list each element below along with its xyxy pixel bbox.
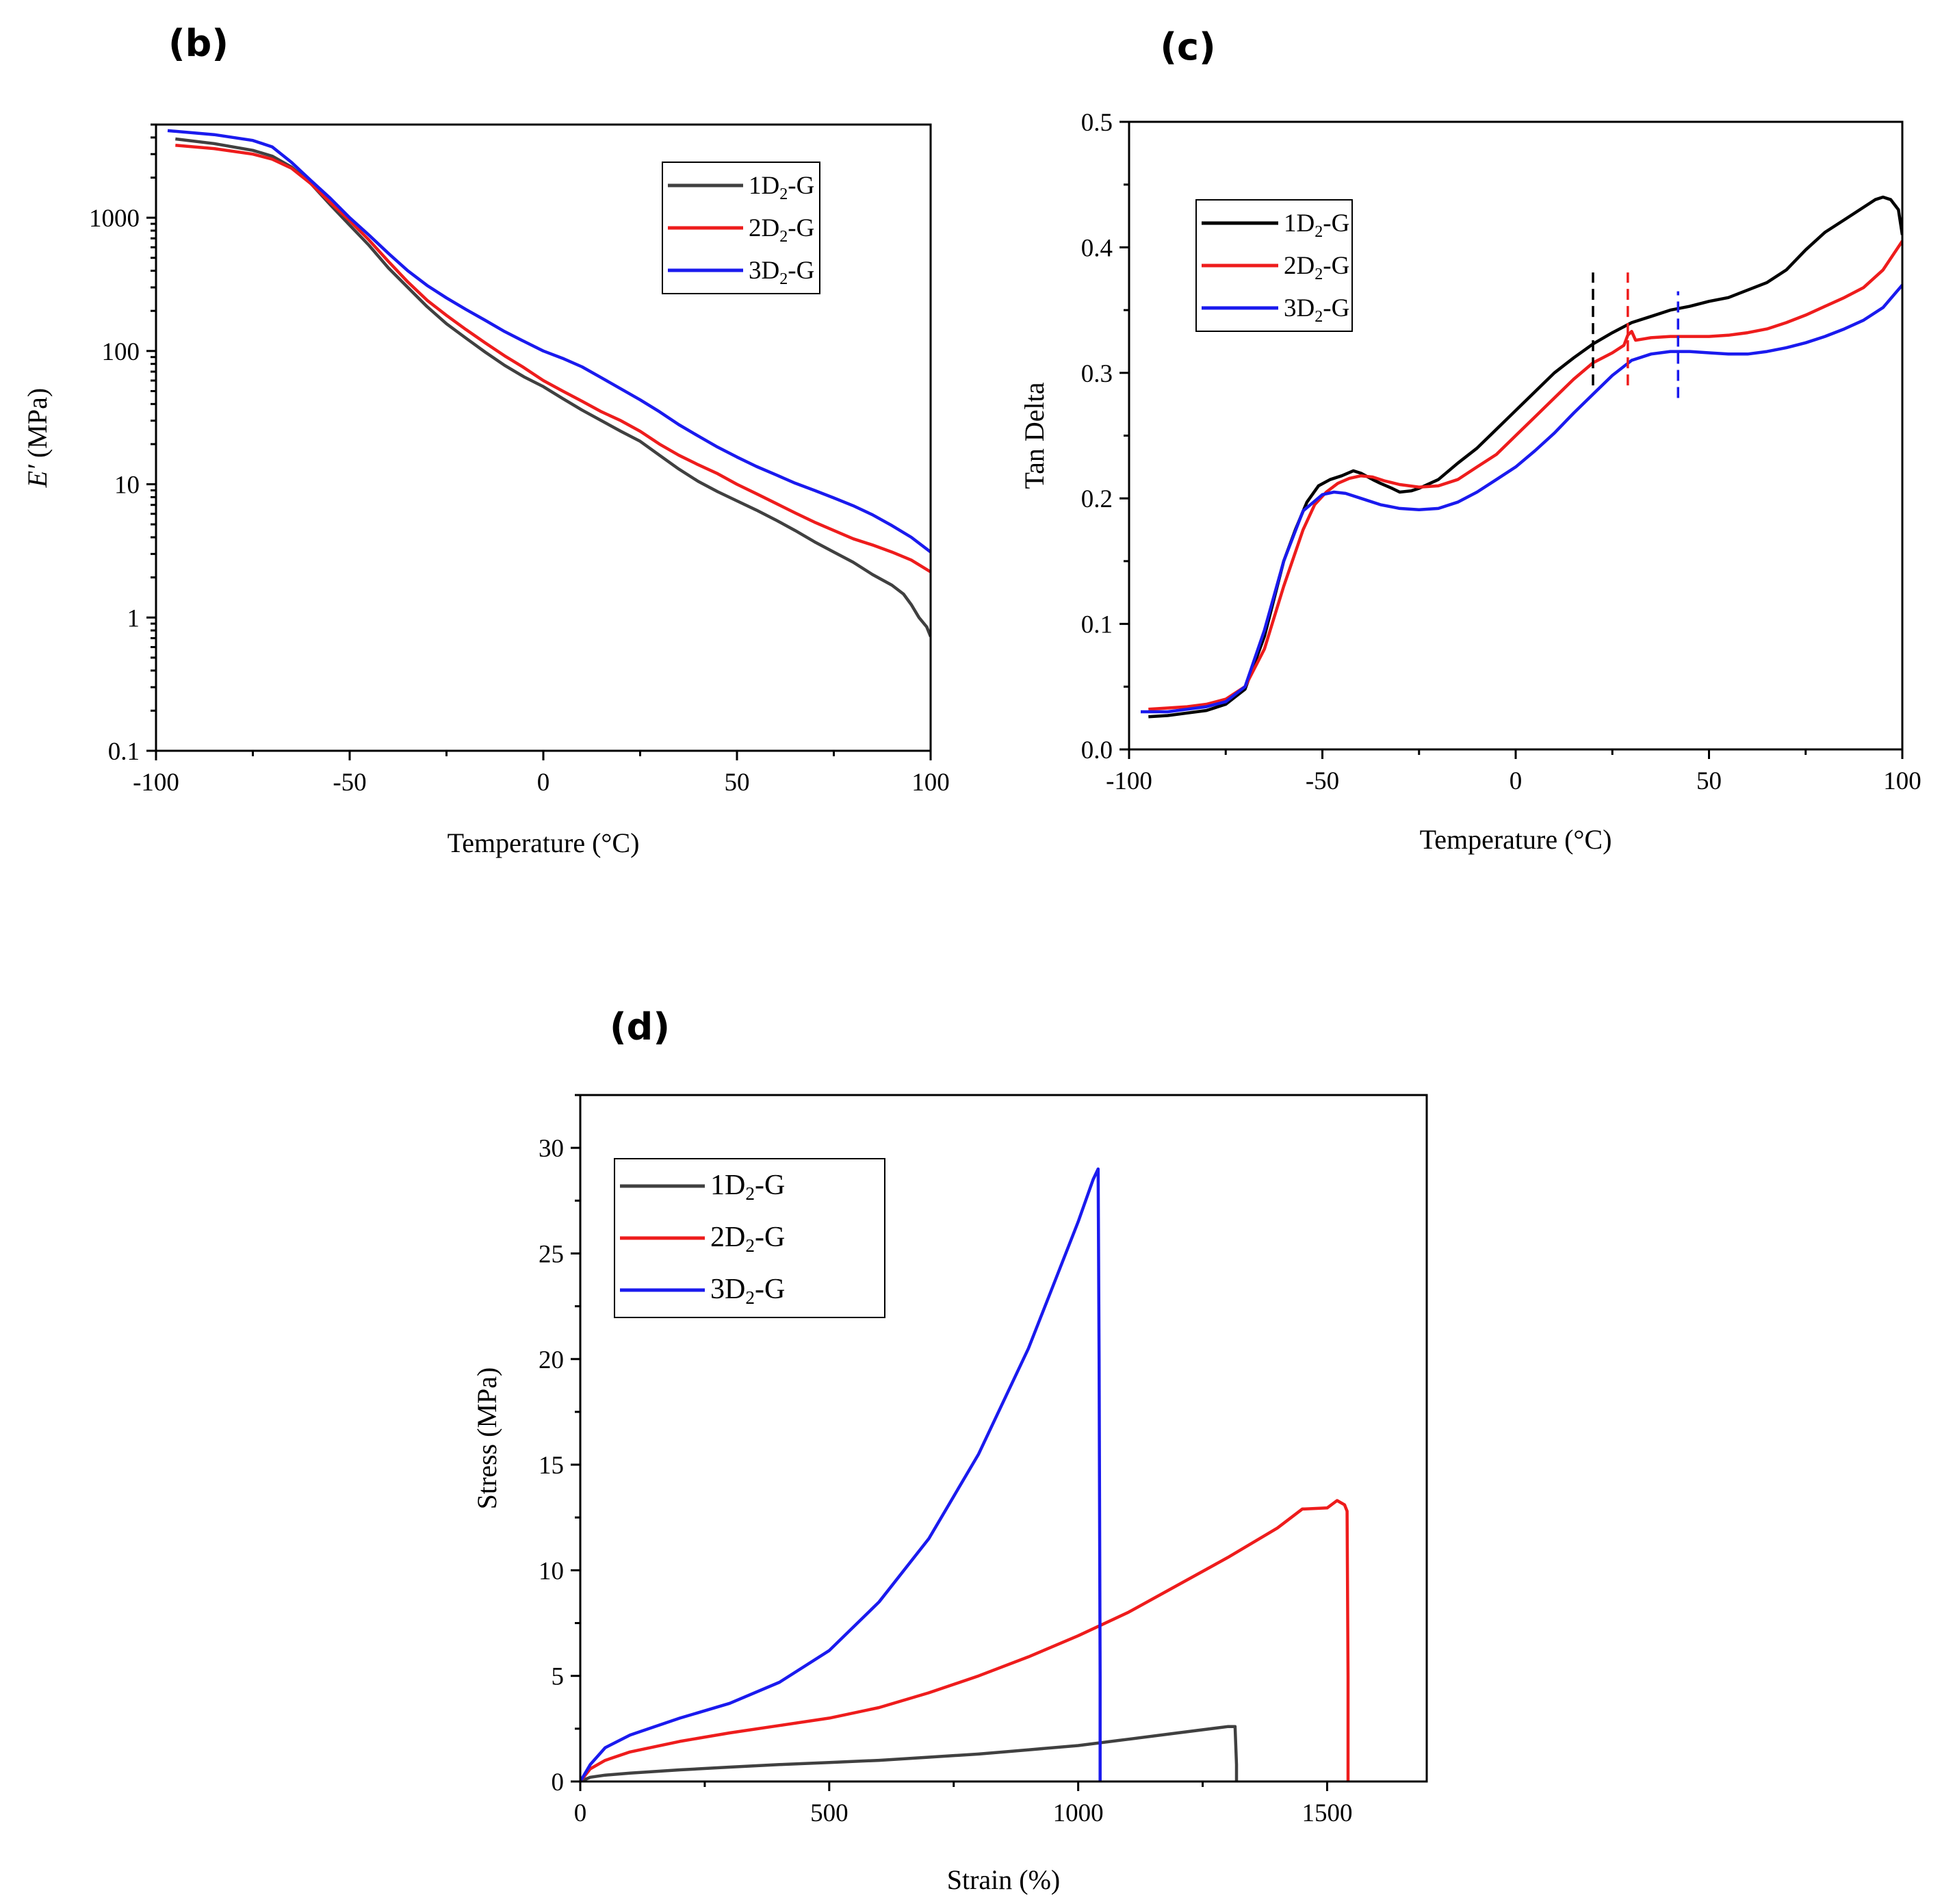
- legend-label-3D2-G: 3D2-G: [1284, 294, 1349, 326]
- y-tick-label: 0.5: [1081, 109, 1113, 137]
- x-tick-label: 500: [810, 1799, 849, 1827]
- y-tick-label: 0.4: [1081, 234, 1113, 262]
- y-axis-title-symbol: E′: [22, 464, 53, 488]
- y-tick-label: 10: [114, 472, 140, 500]
- x-tick-label: 0: [1510, 767, 1523, 795]
- x-tick-label: -100: [1106, 767, 1152, 795]
- legend-label-1D2-G: 1D2-G: [710, 1170, 785, 1204]
- x-tick-label: 0: [574, 1799, 587, 1827]
- plot-frame: [579, 1094, 1428, 1783]
- x-tick-label: 1000: [1053, 1799, 1104, 1827]
- y-tick-label: 30: [539, 1135, 564, 1163]
- x-tick-label: -50: [1306, 767, 1339, 795]
- x-tick-label: 50: [1696, 767, 1722, 795]
- legend-label-3D2-G: 3D2-G: [710, 1274, 785, 1308]
- y-tick-label: 0.0: [1081, 736, 1113, 764]
- x-axis-title: Temperature (°C): [448, 827, 640, 858]
- legend-label-2D2-G: 2D2-G: [749, 214, 814, 246]
- y-axis-title: E′ (MPa): [22, 388, 53, 488]
- y-tick-label: 0.2: [1081, 485, 1113, 513]
- y-tick-label: 1000: [89, 205, 140, 233]
- panel-label: (c): [1160, 25, 1215, 68]
- y-tick-label: 0.1: [1081, 611, 1113, 639]
- y-tick-label: 1: [127, 604, 140, 632]
- y-tick-label: 0: [552, 1768, 565, 1797]
- x-axis-title: Strain (%): [947, 1864, 1061, 1895]
- y-axis-title: Stress (MPa): [471, 1367, 502, 1510]
- legend-label-2D2-G: 2D2-G: [1284, 252, 1349, 283]
- chart-panel-2: (d) 0 500 1000 1500 0 5 10 15 20 25 30 Strain (%) Str…: [471, 1005, 1428, 1895]
- y-tick-label: 100: [102, 338, 140, 366]
- legend-label-2D2-G: 2D2-G: [710, 1222, 785, 1256]
- y-tick-label: 10: [539, 1557, 564, 1585]
- x-tick-label: 0: [537, 769, 550, 797]
- series-line-3D2-G: [1141, 283, 1902, 714]
- y-axis-title-unit: (MPa): [22, 388, 53, 465]
- x-tick-label: 50: [725, 769, 750, 797]
- series-line-2D2-G: [580, 1499, 1350, 1781]
- legend: 1D2-G 2D2-G 3D2-G: [614, 1158, 885, 1318]
- x-tick-label: -50: [333, 769, 366, 797]
- y-tick-label: 0.3: [1081, 360, 1113, 388]
- series-line-2D2-G: [175, 143, 931, 574]
- chart-panel-1: (c) -100 -50 0 50 100 0.0 0.1 0.2 0.3 0.4 0.5 Temper…: [1019, 25, 1921, 855]
- x-tick-label: 1500: [1302, 1799, 1352, 1827]
- y-tick-label: 25: [539, 1240, 564, 1268]
- legend-label-1D2-G: 1D2-G: [1284, 209, 1349, 241]
- x-tick-label: 100: [911, 769, 950, 797]
- chart-panel-0: (b) -100 -50 0 50 100 0.1 1 10 100 1000 Temperature…: [22, 22, 950, 858]
- panel-label: (d): [610, 1005, 670, 1049]
- x-tick-label: 100: [1883, 767, 1921, 795]
- x-tick-label: -100: [133, 769, 179, 797]
- legend-label-3D2-G: 3D2-G: [749, 257, 814, 288]
- series-line-2D2-G: [1148, 240, 1902, 711]
- y-tick-label: 15: [539, 1452, 564, 1480]
- legend-label-1D2-G: 1D2-G: [749, 172, 814, 203]
- panel-label: (b): [168, 22, 229, 65]
- y-axis-title: Tan Delta: [1019, 382, 1050, 489]
- series-line-3D2-G: [167, 129, 931, 554]
- series-line-1D2-G: [580, 1725, 1239, 1781]
- y-tick-label: 5: [552, 1663, 565, 1691]
- series-line-3D2-G: [580, 1167, 1102, 1781]
- series-line-1D2-G: [175, 137, 931, 637]
- y-tick-label: 0.1: [108, 738, 140, 766]
- legend: 1D2-G 2D2-G 3D2-G: [662, 162, 820, 294]
- x-axis-title: Temperature (°C): [1420, 824, 1612, 855]
- y-tick-label: 20: [539, 1346, 564, 1374]
- legend: 1D2-G 2D2-G 3D2-G: [1195, 199, 1353, 332]
